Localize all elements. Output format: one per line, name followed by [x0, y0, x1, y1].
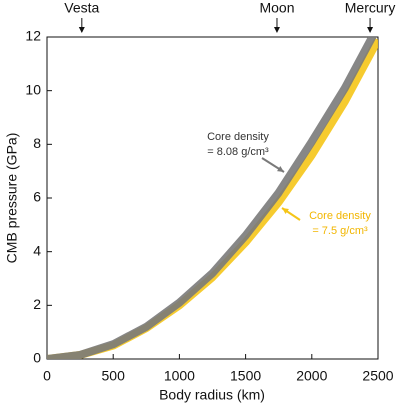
plot-area: [47, 37, 378, 359]
y-tick-label: 0: [33, 350, 41, 366]
y-tick-label: 12: [25, 28, 41, 44]
y-tick-label: 2: [33, 296, 41, 312]
y-tick-label: 4: [33, 242, 41, 258]
marker-arrowhead: [367, 27, 374, 33]
x-tick-label: 2500: [362, 368, 393, 384]
series-annotation: Core density: [309, 210, 371, 222]
marker-label: Mercury: [345, 0, 396, 16]
series-annotation: Core density: [207, 131, 269, 143]
x-tick-label: 2000: [296, 368, 327, 384]
pressure-band: [47, 37, 377, 359]
y-axis-title: CMB pressure (GPa): [4, 133, 20, 264]
marker-arrowhead: [78, 27, 85, 33]
marker-label: Moon: [259, 0, 294, 16]
plot-frame: [46, 36, 379, 360]
x-tick-label: 1000: [164, 368, 195, 384]
series-annotation: = 7.5 g/cm³: [312, 225, 368, 237]
marker-label: Vesta: [64, 0, 99, 16]
pressure-band: [47, 37, 378, 359]
x-axis-title: Body radius (km): [159, 387, 265, 403]
y-tick-label: 8: [33, 135, 41, 151]
series-annotation: = 8.08 g/cm³: [207, 146, 269, 158]
y-tick-label: 6: [33, 189, 41, 205]
annotation-arrowhead: [282, 208, 289, 215]
y-tick-label: 10: [25, 81, 41, 97]
marker-arrowhead: [273, 27, 280, 33]
x-tick-label: 1500: [230, 368, 261, 384]
x-tick-label: 500: [102, 368, 126, 384]
x-tick-label: 0: [43, 368, 51, 384]
annotation-arrowhead: [277, 166, 284, 172]
